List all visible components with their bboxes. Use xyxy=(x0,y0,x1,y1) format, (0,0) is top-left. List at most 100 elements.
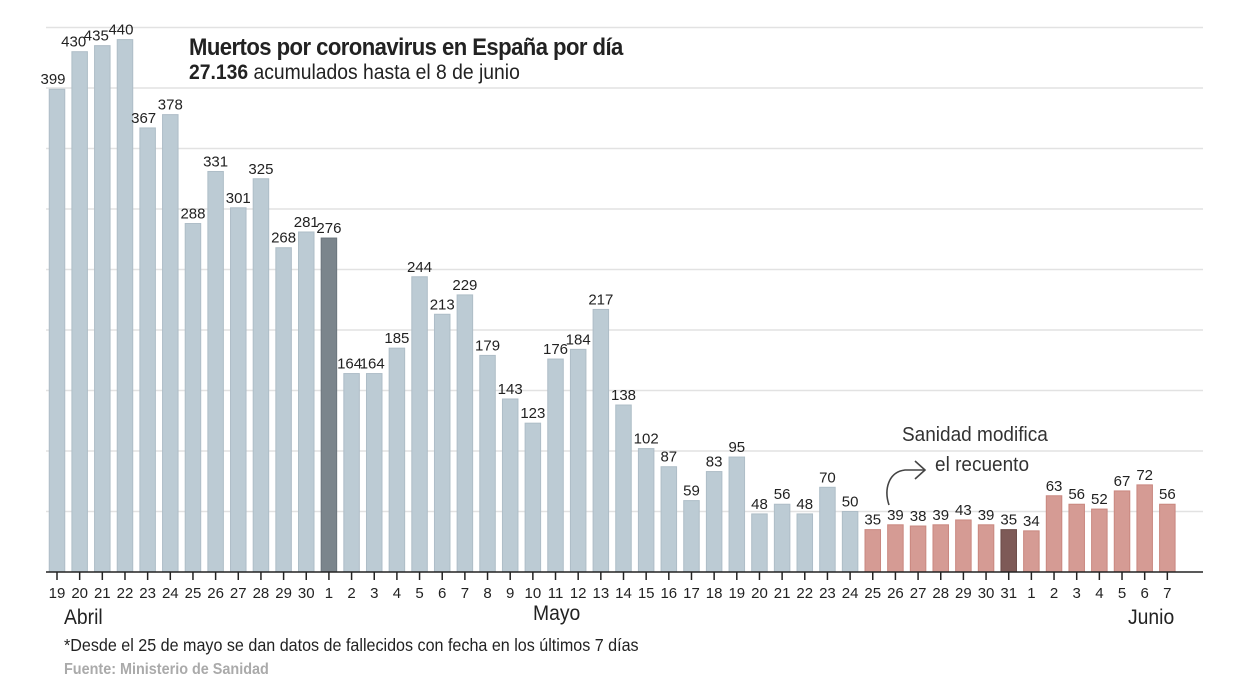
month-label-mayo: Mayo xyxy=(533,602,581,625)
bar-value-label: 164 xyxy=(360,356,385,373)
bar-value-label: 440 xyxy=(108,22,133,39)
bar-value-label: 143 xyxy=(498,381,523,398)
x-tick-label: 20 xyxy=(71,585,88,602)
x-tick-label: 18 xyxy=(706,585,723,602)
bar xyxy=(94,45,111,573)
bar xyxy=(501,398,519,573)
x-tick-label: 23 xyxy=(819,585,836,602)
bar-value-label: 229 xyxy=(452,277,477,294)
bar-value-label: 276 xyxy=(316,220,341,237)
bar-value-label: 52 xyxy=(1091,491,1108,508)
bar xyxy=(139,127,156,573)
x-tick-label: 28 xyxy=(253,585,270,602)
x-tick-label: 21 xyxy=(94,585,111,602)
x-tick-label: 28 xyxy=(932,585,949,602)
bar-value-label: 244 xyxy=(407,259,432,276)
x-tick-label: 22 xyxy=(796,585,813,602)
x-tick-label: 24 xyxy=(842,585,859,602)
bar xyxy=(1159,503,1176,573)
bar-value-label: 268 xyxy=(271,230,296,247)
bar-value-label: 56 xyxy=(1068,486,1085,503)
bar xyxy=(365,373,383,573)
bar-value-label: 35 xyxy=(864,512,881,529)
bar xyxy=(1136,484,1153,573)
x-tick-label: 26 xyxy=(207,585,224,602)
x-tick-label: 8 xyxy=(483,585,491,602)
x-tick-label: 1 xyxy=(1027,585,1035,602)
bar xyxy=(456,294,474,573)
bar-value-label: 39 xyxy=(932,507,949,524)
x-tick-label: 7 xyxy=(1163,585,1171,602)
annotation-line2: el recuento xyxy=(935,454,1030,476)
x-tick-label: 16 xyxy=(660,585,677,602)
x-tick-label: 27 xyxy=(230,585,247,602)
x-tick-label: 27 xyxy=(910,585,927,602)
bar-value-label: 164 xyxy=(337,356,362,373)
x-tick-label: 3 xyxy=(1073,585,1081,602)
x-tick-label: 31 xyxy=(1000,585,1017,602)
bar xyxy=(637,448,655,573)
bar-value-label: 35 xyxy=(1000,512,1017,529)
x-tick-label: 5 xyxy=(415,585,423,602)
bar-value-label: 43 xyxy=(955,502,972,519)
bar xyxy=(592,308,610,573)
bar xyxy=(547,358,564,573)
x-tick-label: 2 xyxy=(1050,585,1058,602)
x-tick-label: 24 xyxy=(162,585,179,602)
bar xyxy=(1023,530,1040,573)
bar-value-label: 63 xyxy=(1046,478,1063,495)
bar-value-label: 95 xyxy=(728,439,745,456)
bar-value-label: 301 xyxy=(226,190,251,207)
bar-value-label: 184 xyxy=(566,331,591,348)
bar-value-label: 331 xyxy=(203,153,228,170)
x-tick-label: 11 xyxy=(548,585,564,602)
bar-value-label: 87 xyxy=(660,449,677,466)
source: Fuente: Ministerio de Sanidad xyxy=(64,661,269,678)
x-tick-label: 21 xyxy=(774,585,791,602)
x-ticks xyxy=(56,572,1169,580)
bar-value-label: 56 xyxy=(774,486,791,503)
footnote: *Desde el 25 de mayo se dan datos de fal… xyxy=(64,635,639,655)
annotation-arrow xyxy=(886,469,925,506)
x-tick-label: 13 xyxy=(592,585,609,602)
bar-value-label: 50 xyxy=(842,494,859,511)
bar xyxy=(48,88,66,573)
bar xyxy=(660,466,678,573)
x-tick-label: 1 xyxy=(325,585,333,602)
x-tick-label: 3 xyxy=(370,585,378,602)
chart-title: Muertos por coronavirus en España por dí… xyxy=(189,34,623,61)
bar xyxy=(932,524,949,573)
bar-value-label: 288 xyxy=(180,206,205,223)
cumulative-total: 27.136 xyxy=(189,61,249,84)
subtitle-text: acumulados hasta el 8 de junio xyxy=(248,61,520,84)
x-tick-label: 19 xyxy=(49,585,66,602)
bar xyxy=(1000,529,1017,573)
bar xyxy=(864,529,882,573)
bar-value-label: 48 xyxy=(751,496,768,513)
bar xyxy=(615,404,632,573)
bar-value-label: 179 xyxy=(475,337,500,354)
x-tick-label: 17 xyxy=(683,585,700,602)
bar-value-label: 67 xyxy=(1114,473,1131,490)
bar-value-label: 59 xyxy=(683,483,700,500)
bar-value-label: 34 xyxy=(1023,513,1040,530)
x-tick-label: 15 xyxy=(638,585,655,602)
annotation-arrowhead xyxy=(914,460,927,480)
month-label-junio: Junio xyxy=(1128,606,1175,629)
bar-value-label: 217 xyxy=(588,291,613,308)
x-tick-label: 2 xyxy=(347,585,355,602)
bar-value-label: 56 xyxy=(1159,486,1176,503)
bar-value-label: 72 xyxy=(1136,467,1153,484)
x-tick-label: 30 xyxy=(298,585,315,602)
bar xyxy=(819,486,836,573)
bar-value-label: 325 xyxy=(248,161,273,178)
bar-value-label: 123 xyxy=(520,405,545,422)
month-label-abril: Abril xyxy=(64,606,103,629)
x-tick-label: 6 xyxy=(1141,585,1149,602)
bar xyxy=(1113,490,1131,573)
bar xyxy=(275,247,292,573)
bar xyxy=(796,513,814,573)
bar xyxy=(773,503,791,573)
x-tick-label: 4 xyxy=(393,585,401,602)
bar-value-label: 430 xyxy=(61,34,86,51)
